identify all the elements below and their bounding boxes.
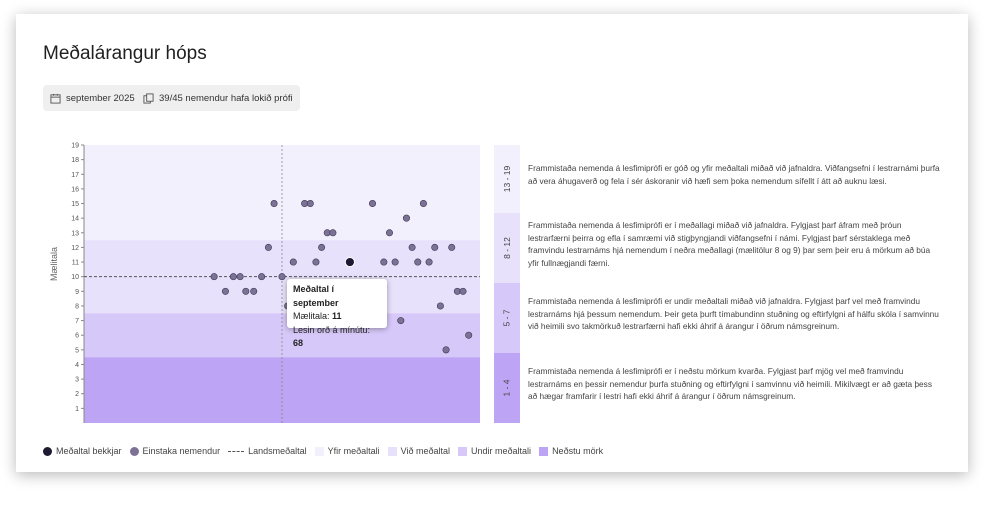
legend-band-average-swatch — [387, 446, 397, 456]
tooltip-score-row: Mælitala: 11 — [293, 311, 342, 321]
student-point — [414, 258, 422, 266]
y-tick-label: 13 — [71, 230, 79, 237]
page-title: Meðalárangur hóps — [43, 43, 207, 64]
tooltip-words: 68 — [293, 338, 304, 348]
legend-band-below[interactable]: Undir meðaltali — [458, 446, 531, 456]
legend-class-average[interactable]: Meðaltal bekkjar — [43, 446, 122, 456]
band-description-bottom: Frammistaða nemenda á lesfimiprófi er í … — [528, 366, 932, 402]
student-point — [431, 243, 439, 251]
y-tick-label: 10 — [71, 274, 79, 281]
average-tooltip: Meðaltal í september Mælitala: 11 Lesin … — [287, 279, 387, 348]
y-tick-label: 3 — [75, 377, 79, 384]
y-tick-label: 12 — [71, 245, 79, 252]
student-point — [236, 273, 244, 281]
tooltip-words-row: Lesin orð á mínútu: 68 — [293, 324, 371, 349]
student-point — [221, 287, 229, 295]
student-point — [402, 214, 410, 222]
student-point — [369, 200, 377, 208]
student-point — [391, 258, 399, 266]
legend-band-below-swatch — [458, 446, 468, 456]
y-tick-label: 16 — [71, 186, 79, 193]
tooltip-score: 11 — [332, 311, 342, 321]
student-point — [229, 273, 237, 281]
y-tick-label: 2 — [75, 391, 79, 398]
student-point — [242, 287, 250, 295]
legend-band-lowest-swatch — [539, 446, 549, 456]
calendar-icon — [50, 93, 61, 104]
legend-student-swatch — [129, 446, 139, 456]
y-tick-label: 7 — [75, 318, 79, 325]
student-point — [436, 302, 444, 310]
completion-chip[interactable]: 39/45 nemendur hafa lokið prófi — [136, 85, 300, 111]
y-tick-label: 18 — [71, 157, 79, 164]
band-description-low: Frammistaða nemenda á lesfimiprófi er un… — [528, 296, 939, 332]
student-point — [312, 258, 320, 266]
y-tick-label: 17 — [71, 172, 79, 179]
student-point — [465, 331, 473, 339]
student-point — [419, 200, 427, 208]
band-label-low: 5 - 7 — [494, 283, 520, 353]
student-point — [258, 273, 266, 281]
student-point — [380, 258, 388, 266]
y-tick-label: 8 — [75, 303, 79, 310]
y-tick-label: 15 — [71, 201, 79, 208]
student-point — [459, 287, 467, 295]
student-point — [408, 243, 416, 251]
legend-band-above-swatch — [314, 446, 324, 456]
band-label-top: 13 - 19 — [494, 145, 520, 213]
y-tick-label: 9 — [75, 289, 79, 296]
student-point — [210, 273, 218, 281]
student-point — [448, 243, 456, 251]
y-tick-label: 14 — [71, 216, 79, 223]
student-point — [425, 258, 433, 266]
y-tick-label: 4 — [75, 362, 79, 369]
band-label-bottom: 1 - 4 — [494, 353, 520, 423]
class-average-point — [344, 256, 355, 268]
student-point — [278, 273, 286, 281]
band-description-mid: Frammistaða nemenda á lesfimiprófi er í … — [528, 220, 931, 268]
band-area-0 — [84, 145, 480, 241]
completion-label: 39/45 nemendur hafa lokið prófi — [159, 92, 293, 104]
y-tick-label: 19 — [71, 143, 79, 150]
legend-band-average[interactable]: Við meðaltal — [387, 446, 450, 456]
student-point — [306, 200, 314, 208]
period-chip[interactable]: september 2025 — [43, 85, 142, 111]
legend-national-swatch — [228, 450, 245, 452]
legend-band-lowest[interactable]: Neðstu mörk — [539, 446, 603, 456]
student-point — [442, 346, 450, 354]
y-tick-label: 6 — [75, 333, 79, 340]
y-axis-title: Mælitala — [49, 247, 59, 281]
legend-band-above[interactable]: Yfir meðaltali — [314, 446, 380, 456]
band-description-top: Frammistaða nemenda á lesfimiprófi er gó… — [528, 163, 940, 186]
student-point — [264, 243, 272, 251]
y-tick-label: 5 — [75, 347, 79, 354]
student-point — [250, 287, 258, 295]
student-point — [385, 229, 393, 237]
tooltip-title: Meðaltal í september — [293, 284, 339, 308]
student-point — [270, 200, 278, 208]
copy-icon — [143, 92, 154, 104]
period-label: september 2025 — [66, 92, 135, 104]
legend-class-swatch — [43, 446, 52, 456]
legend-students[interactable]: Einstaka nemendur — [129, 446, 220, 456]
chart-legend: Meðaltal bekkjar Einstaka nemendur Lands… — [43, 446, 611, 456]
report-card: Meðalárangur hóps september 2025 39/45 n… — [16, 14, 968, 472]
legend-national[interactable]: Landsmeðaltal — [228, 446, 307, 456]
student-point — [289, 258, 297, 266]
student-point — [329, 229, 337, 237]
student-point — [318, 243, 326, 251]
student-point — [397, 317, 405, 325]
y-tick-label: 1 — [75, 406, 79, 413]
band-label-mid: 8 - 12 — [494, 213, 520, 283]
y-tick-label: 11 — [72, 260, 79, 267]
